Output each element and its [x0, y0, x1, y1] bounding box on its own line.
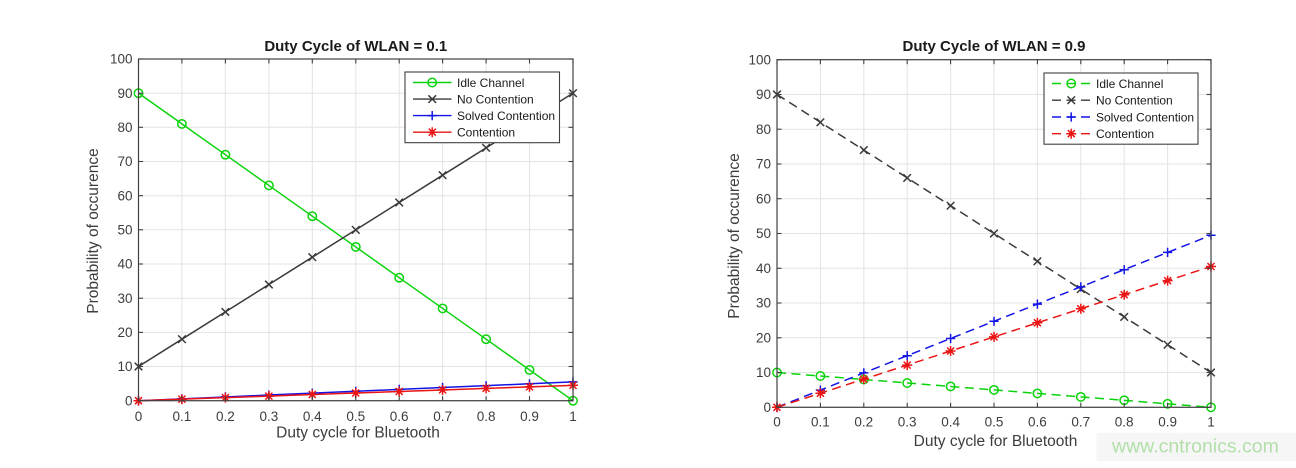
svg-text:0.6: 0.6 — [390, 409, 409, 424]
svg-text:Duty cycle for Bluetooth: Duty cycle for Bluetooth — [276, 425, 440, 442]
svg-text:0: 0 — [763, 400, 771, 415]
svg-text:100: 100 — [110, 52, 133, 67]
svg-text:0: 0 — [135, 409, 143, 424]
svg-text:0.2: 0.2 — [216, 409, 235, 424]
svg-text:Idle Channel: Idle Channel — [457, 76, 524, 90]
svg-text:Solved Contention: Solved Contention — [457, 109, 555, 123]
svg-text:No Contention: No Contention — [457, 93, 534, 107]
svg-text:0.1: 0.1 — [173, 409, 192, 424]
svg-text:Duty Cycle of WLAN = 0.1: Duty Cycle of WLAN = 0.1 — [264, 38, 447, 55]
svg-text:30: 30 — [756, 296, 771, 311]
svg-text:Contention: Contention — [457, 126, 515, 140]
svg-text:Duty cycle for Bluetooth: Duty cycle for Bluetooth — [914, 433, 1078, 450]
svg-text:80: 80 — [756, 122, 771, 137]
svg-text:10: 10 — [117, 359, 132, 374]
svg-text:Probability of occurence: Probability of occurence — [85, 148, 102, 313]
svg-text:0.4: 0.4 — [941, 414, 960, 429]
svg-text:0: 0 — [773, 414, 781, 429]
svg-text:0.3: 0.3 — [898, 414, 917, 429]
svg-text:0: 0 — [125, 393, 133, 408]
svg-text:0.1: 0.1 — [811, 414, 830, 429]
svg-text:0.2: 0.2 — [854, 414, 873, 429]
svg-text:0.5: 0.5 — [346, 409, 365, 424]
svg-text:Contention: Contention — [1096, 127, 1154, 141]
svg-text:0.7: 0.7 — [1071, 414, 1090, 429]
svg-text:Idle Channel: Idle Channel — [1096, 77, 1163, 91]
svg-text:0.8: 0.8 — [477, 409, 496, 424]
svg-text:70: 70 — [117, 154, 132, 169]
svg-text:Duty Cycle of WLAN = 0.9: Duty Cycle of WLAN = 0.9 — [903, 38, 1086, 55]
svg-text:100: 100 — [748, 52, 771, 67]
svg-text:60: 60 — [117, 188, 132, 203]
svg-text:Probability of occurence: Probability of occurence — [726, 153, 743, 318]
svg-text:1: 1 — [569, 409, 577, 424]
svg-text:70: 70 — [756, 157, 771, 172]
svg-text:20: 20 — [117, 325, 132, 340]
svg-text:0.9: 0.9 — [1158, 414, 1177, 429]
svg-text:0.6: 0.6 — [1028, 414, 1047, 429]
svg-text:No Contention: No Contention — [1096, 94, 1173, 108]
svg-text:0.5: 0.5 — [985, 414, 1004, 429]
svg-text:0.4: 0.4 — [303, 409, 322, 424]
svg-text:90: 90 — [756, 87, 771, 102]
svg-text:80: 80 — [117, 120, 132, 135]
svg-text:50: 50 — [117, 223, 132, 238]
svg-text:30: 30 — [117, 291, 132, 306]
svg-text:50: 50 — [756, 226, 771, 241]
svg-text:0.8: 0.8 — [1115, 414, 1134, 429]
svg-text:0.3: 0.3 — [260, 409, 279, 424]
svg-text:40: 40 — [117, 257, 132, 272]
svg-text:0.9: 0.9 — [520, 409, 539, 424]
svg-text:90: 90 — [117, 86, 132, 101]
svg-text:20: 20 — [756, 331, 771, 346]
svg-text:10: 10 — [756, 365, 771, 380]
svg-text:40: 40 — [756, 261, 771, 276]
svg-text:60: 60 — [756, 191, 771, 206]
svg-text:Solved Contention: Solved Contention — [1096, 111, 1194, 125]
svg-text:0.7: 0.7 — [433, 409, 452, 424]
svg-text:www.cntronics.com: www.cntronics.com — [1111, 436, 1279, 458]
svg-text:1: 1 — [1207, 414, 1215, 429]
